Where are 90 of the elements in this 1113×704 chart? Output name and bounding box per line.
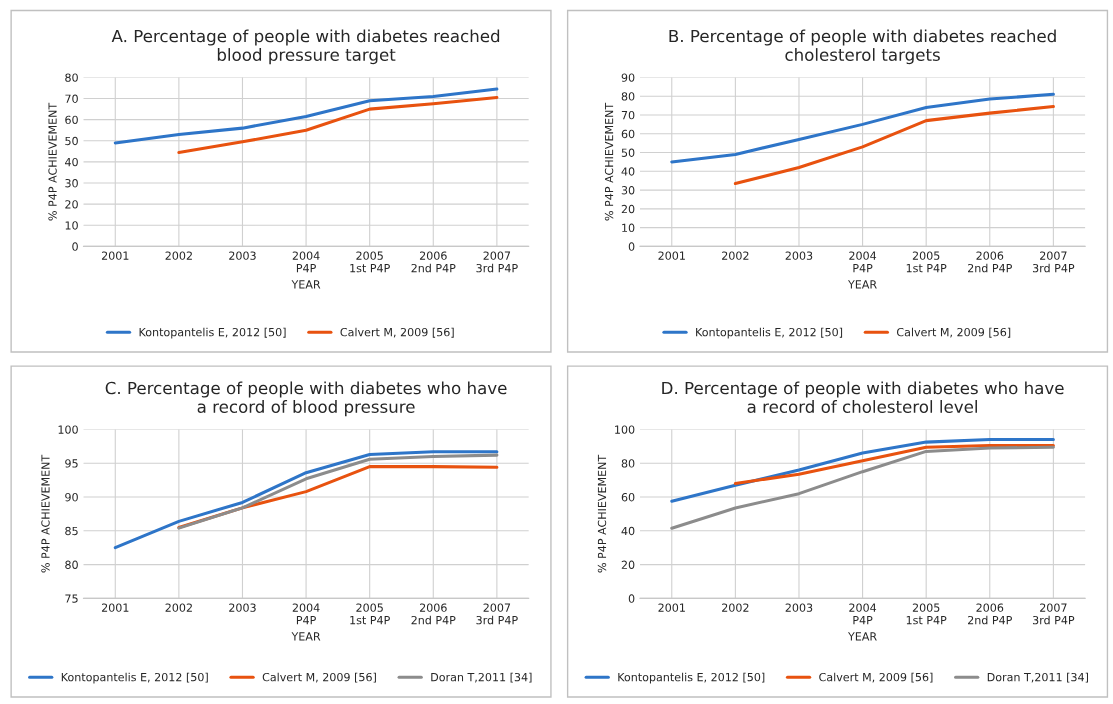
x-tick-label: 2007 3rd P4P [476,251,518,273]
y-tick-label: 0 [72,242,78,251]
y-tick-label: 90 [621,73,635,82]
x-tick-label: 2006 2nd P4P [411,603,456,625]
y-tick-label: 30 [621,186,635,195]
y-tick-label: 80 [621,459,635,468]
x-axis-title: YEAR [291,632,321,641]
y-tick-label: 30 [65,179,78,188]
line-series [113,87,499,145]
y-tick-label: 80 [65,560,78,569]
x-tick-label: 2005 1st P4P [350,251,390,273]
y-tick-label: 60 [621,129,635,139]
y-tick-label: 60 [65,115,78,125]
y-tick-label: 10 [622,223,635,233]
chart-title: B. Percentage of people with diabetes reached cholesterol targets [669,29,1056,65]
y-axis-title: % P4P ACHIEVEMENT [597,454,607,573]
x-tick-label: 2007 3rd P4P [476,603,518,625]
line-series [113,450,499,550]
y-tick-label: 40 [65,157,78,167]
y-tick-label: 100 [615,425,635,434]
x-tick-label: 2007 3rd P4P [1032,603,1075,625]
y-tick-label: 50 [621,148,635,157]
x-tick-label: 2004 P4P [292,603,320,625]
legend-label: Doran T,2011 [34] [431,672,532,683]
x-tick-label: 2003 [785,603,813,612]
y-tick-label: 20 [65,200,78,209]
legend-label: Kontopantelis E, 2012 [50] [61,672,208,684]
x-axis-title: YEAR [291,280,321,289]
y-tick-label: 40 [621,526,635,536]
legend-label: Doran T,2011 [34] [987,672,1088,683]
legend-label: Calvert M, 2009 [56] [262,672,376,683]
chart-title: A. Percentage of people with diabetes reached blood pressure target [111,29,500,65]
line-series [177,95,499,154]
y-tick-label: 40 [621,167,635,176]
x-axis-title: YEAR [847,632,877,641]
x-tick-label: 2004 P4P [849,603,877,625]
line-series [177,453,499,530]
legend-label: Calvert M, 2009 [56] [340,327,454,338]
line-series [733,443,1055,486]
x-tick-label: 2004 P4P [292,251,320,273]
y-tick-label: 85 [65,526,78,536]
y-tick-label: 60 [621,493,635,502]
x-tick-label: 2002 [722,251,749,260]
legend-label: Calvert M, 2009 [56] [896,327,1011,338]
x-tick-label: 2002 [722,603,749,612]
legend-label: Kontopantelis E, 2012 [50] [618,672,765,684]
x-tick-label: 2005 1st P4P [906,603,947,625]
y-axis-title: % P4P ACHIEVEMENT [41,454,50,573]
chart-title: D. Percentage of people with diabetes who have a record of cholesterol level [662,381,1064,414]
y-tick-label: 80 [621,92,635,101]
x-tick-label: 2001 [658,603,685,612]
y-tick-label: 0 [628,242,635,251]
y-tick-label: 20 [621,204,635,214]
line-series [733,105,1055,186]
chart-title: C. Percentage of people with diabetes who have a record of blood pressure [105,381,507,417]
y-tick-label: 90 [65,493,78,502]
y-axis-title: % P4P ACHIEVEMENT [604,102,614,221]
x-tick-label: 2003 [229,603,256,612]
y-tick-label: 0 [628,594,635,603]
x-tick-label: 2006 2nd P4P [968,251,1012,273]
x-tick-label: 2001 [658,251,685,260]
x-tick-label: 2007 3rd P4P [1032,251,1075,273]
legend-label: Kontopantelis E, 2012 [50] [696,327,843,339]
line-series [670,445,1055,530]
x-tick-label: 2006 2nd P4P [968,603,1012,625]
y-tick-label: 95 [65,459,78,468]
y-tick-label: 70 [621,110,635,120]
legend-label: Kontopantelis E, 2012 [50] [139,327,286,339]
y-tick-label: 75 [65,594,78,603]
x-tick-label: 2002 [165,251,192,260]
x-tick-label: 2001 [101,603,129,612]
line-series [670,438,1055,503]
x-tick-label: 2006 2nd P4P [411,251,456,273]
x-axis-title: YEAR [847,280,877,289]
y-tick-label: 10 [65,221,78,230]
legend-label: Calvert M, 2009 [56] [819,672,933,683]
y-tick-label: 80 [65,73,78,82]
x-tick-label: 2004 P4P [849,251,877,273]
x-tick-label: 2005 1st P4P [906,251,947,273]
x-tick-label: 2003 [785,251,813,260]
line-series [670,92,1055,164]
y-tick-label: 100 [58,425,78,434]
y-tick-label: 70 [65,94,78,103]
y-axis-title: % P4P ACHIEVEMENT [48,102,57,221]
x-tick-label: 2005 1st P4P [350,603,390,625]
x-tick-label: 2003 [229,251,256,260]
x-tick-label: 2001 [101,251,129,260]
y-tick-label: 50 [65,136,78,146]
y-tick-label: 20 [621,560,635,569]
x-tick-label: 2002 [165,603,192,612]
